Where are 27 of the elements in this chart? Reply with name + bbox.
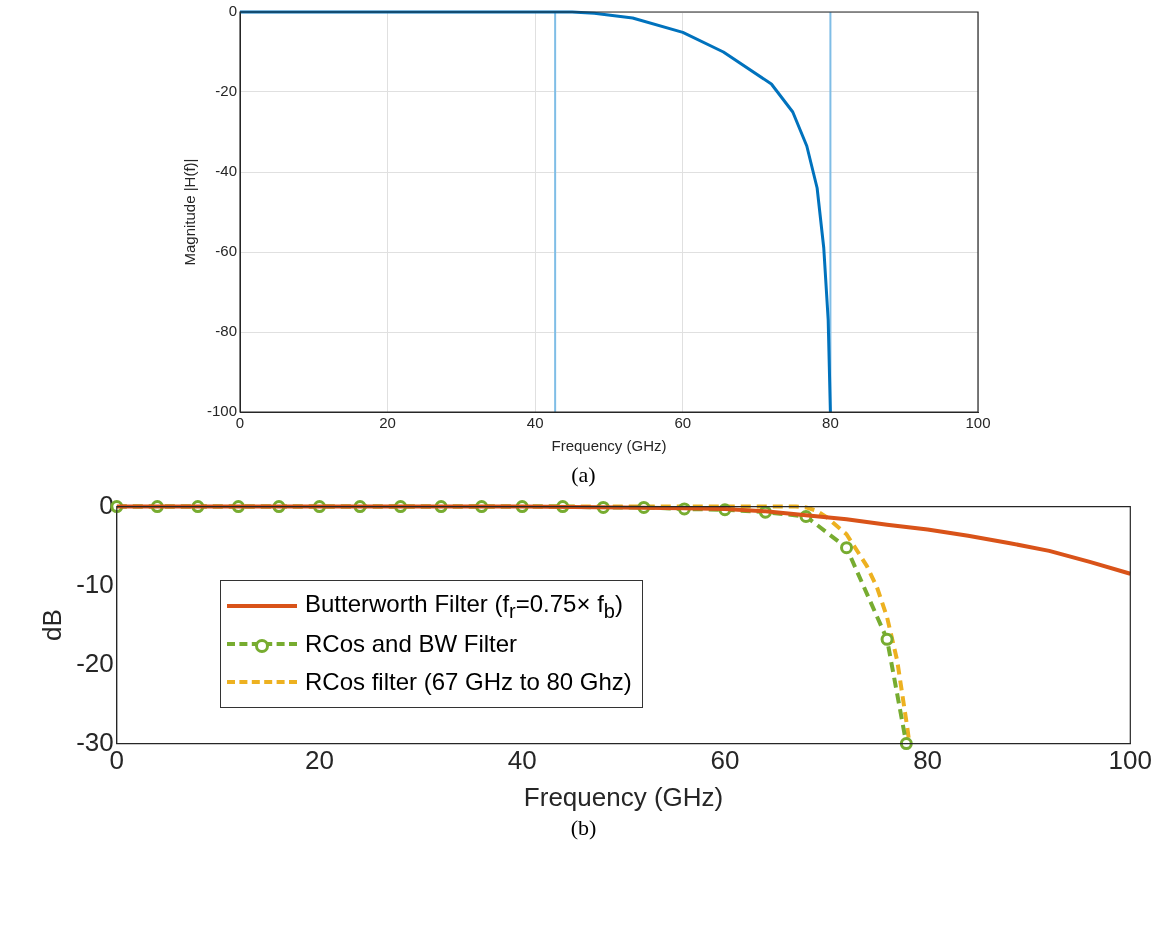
x-tick-label: 80 [822, 414, 839, 432]
y-axis-title: Magnitude |H(f)| [181, 158, 199, 266]
x-tick-label: 40 [507, 745, 537, 776]
y-tick-label: 0 [228, 2, 238, 20]
y-tick-label: -20 [76, 647, 114, 678]
y-tick-label: -60 [215, 242, 238, 260]
x-axis-title: Frequency (GHz) [551, 437, 667, 455]
y-tick-label: -80 [215, 322, 238, 340]
text: (a) [570, 462, 597, 488]
y-tick-label: -40 [215, 162, 238, 180]
x-axis-title: Frequency (GHz) [523, 781, 724, 812]
text: (b) [569, 815, 598, 841]
y-axis-title: dB [36, 609, 67, 642]
x-tick-label: 80 [913, 745, 943, 776]
legend-label: RCos and BW Filter [305, 630, 518, 658]
legend-label: RCos filter (67 GHz to 80 Ghz) [305, 668, 632, 696]
y-tick-label: -100 [206, 402, 238, 420]
legend-label: Butterworth Filter (f$_{r}$=0.75× f$_{b}$) [305, 589, 623, 623]
x-tick-label: 100 [1108, 745, 1153, 776]
x-tick-label: 60 [710, 745, 740, 776]
x-tick-label: 20 [379, 414, 396, 432]
x-tick-label: 40 [526, 414, 544, 432]
x-tick-label: 20 [305, 745, 334, 776]
x-tick-label: 60 [674, 414, 692, 432]
x-tick-label: 100 [965, 414, 991, 432]
y-tick-label: -10 [76, 568, 114, 599]
y-tick-label: -20 [215, 82, 238, 100]
